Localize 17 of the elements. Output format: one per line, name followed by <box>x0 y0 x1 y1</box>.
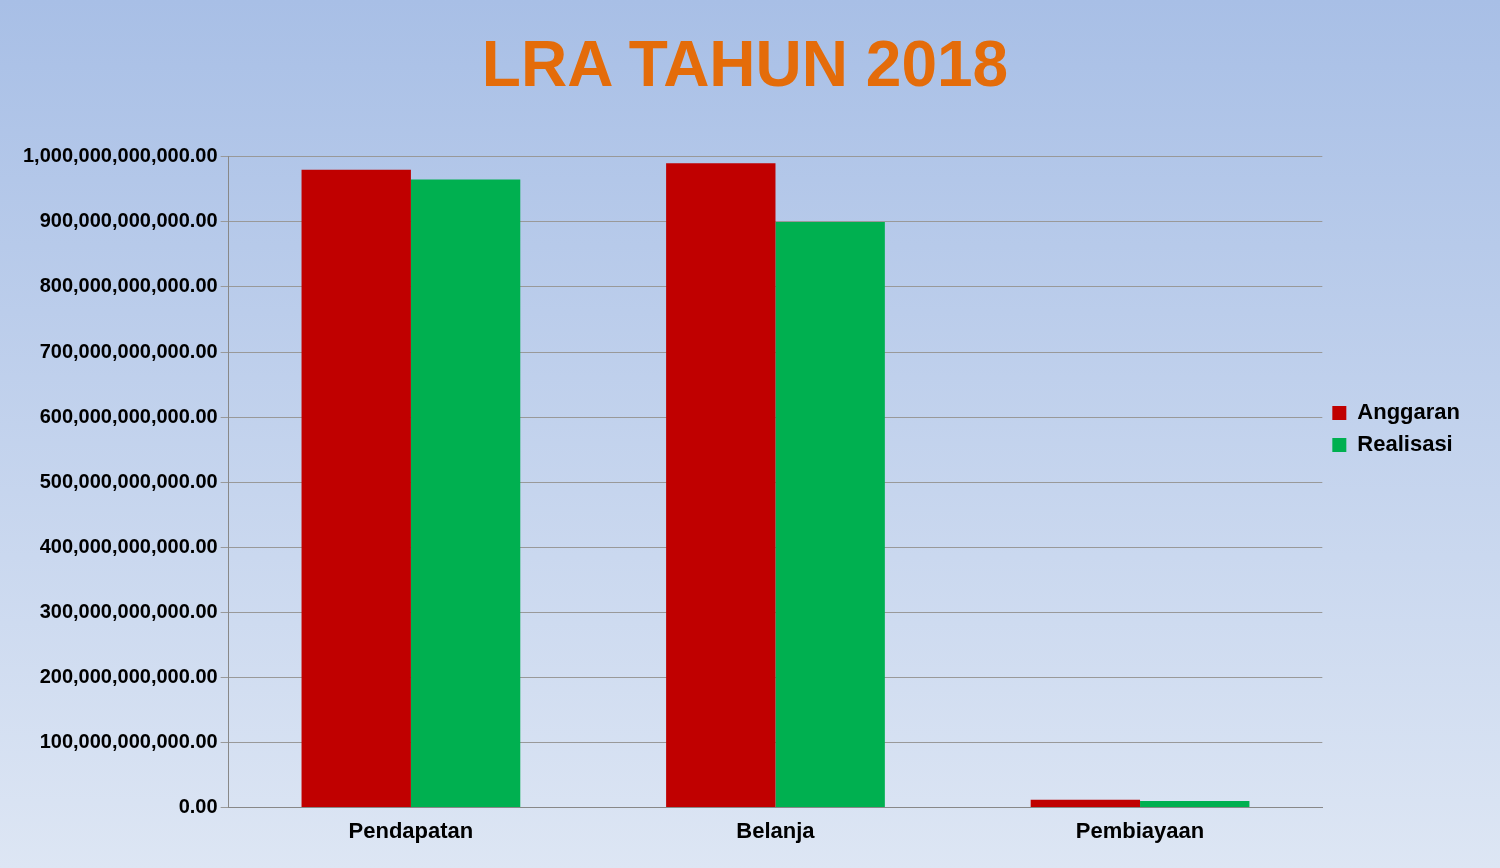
x-tick-label: Belanja <box>736 817 816 843</box>
y-tick-label: 0.00 <box>178 795 218 818</box>
x-tick-label: Pembiayaan <box>1075 817 1205 843</box>
y-tick-label: 100,000,000,000.00 <box>39 730 218 753</box>
y-tick-label: 200,000,000,000.00 <box>39 664 218 687</box>
y-tick-label: 600,000,000,000.00 <box>39 404 218 427</box>
y-tick-label: 400,000,000,000.00 <box>39 534 218 557</box>
y-tick-label: 500,000,000,000.00 <box>39 469 218 492</box>
y-tick-label: 800,000,000,000.00 <box>39 274 218 297</box>
x-tick-label: Pendapatan <box>348 817 474 843</box>
chart-title: LRA TAHUN 2018 <box>481 28 1009 101</box>
legend-label: Anggaran <box>1357 399 1461 425</box>
y-tick-label: 1,000,000,000,000.00 <box>22 144 218 167</box>
legend-label: Realisasi <box>1357 431 1453 457</box>
y-tick-label: 700,000,000,000.00 <box>39 339 218 362</box>
y-tick-label: 900,000,000,000.00 <box>39 209 218 232</box>
y-tick-label: 300,000,000,000.00 <box>39 599 218 622</box>
